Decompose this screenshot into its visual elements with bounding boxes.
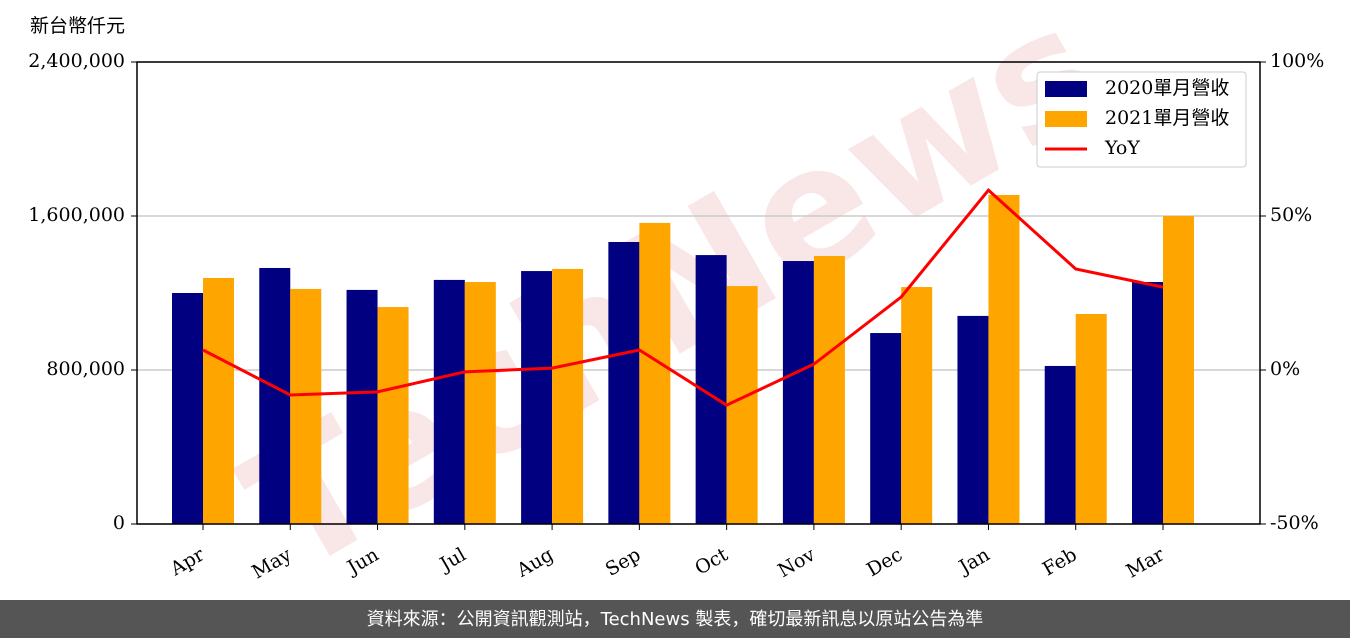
bar (782, 261, 814, 524)
bar (203, 277, 234, 524)
bar (1075, 313, 1107, 524)
x-tick-label: Dec (863, 544, 906, 582)
bar (901, 287, 933, 524)
y2-tick-label: 50% (1270, 204, 1312, 226)
bar (433, 279, 465, 524)
bar (259, 267, 291, 524)
y-axis-label: 新台幣仟元 (30, 15, 125, 37)
legend-label: 2021單月營收 (1105, 107, 1229, 129)
line (202, 187, 1164, 407)
y-tick-label: 2,400,000 (28, 50, 125, 72)
y2-tick-label: 100% (1270, 50, 1324, 72)
y2-tick-label: 0% (1270, 358, 1300, 380)
x-tick-label: Apr (166, 543, 209, 580)
legend-swatch (1045, 81, 1087, 97)
bar (608, 241, 640, 525)
bar (521, 271, 553, 524)
x-tick-label: Feb (1039, 544, 1081, 581)
bar (1044, 365, 1076, 524)
bar (290, 288, 322, 524)
bar (957, 315, 989, 524)
bar (172, 293, 203, 524)
y-tick-label: 0 (113, 512, 125, 534)
bar (870, 333, 902, 524)
bar (988, 195, 1020, 524)
legend-swatch (1045, 111, 1087, 127)
bar (813, 256, 845, 524)
legend-label: 2020單月營收 (1105, 77, 1229, 99)
y2-tick-label: -50% (1270, 512, 1319, 534)
legend-label: YoY (1104, 137, 1140, 159)
y-tick-label: 1,600,000 (28, 204, 125, 226)
bar (377, 307, 409, 524)
bar (1132, 282, 1163, 524)
bar (464, 282, 496, 524)
x-tick-label: Nov (774, 543, 819, 582)
x-tick-label: Jan (954, 544, 994, 580)
x-tick-label: Jul (435, 544, 470, 577)
footer-text: 資料來源：公開資訊觀測站，TechNews 製表，確切最新訊息以原站公告為準 (367, 609, 984, 630)
plot-frame (136, 61, 1261, 525)
y-tick-label: 800,000 (46, 358, 125, 380)
bar (726, 286, 758, 524)
x-tick-label: Oct (691, 543, 732, 579)
legend-box (1036, 71, 1247, 168)
x-tick-label: Mar (1122, 543, 1168, 582)
x-tick-label: Sep (602, 544, 645, 581)
bar (552, 268, 584, 524)
x-tick-label: Aug (512, 544, 557, 583)
bar (639, 222, 671, 524)
footer-bar (0, 600, 1350, 638)
bar (346, 289, 378, 524)
bar (1163, 216, 1194, 524)
